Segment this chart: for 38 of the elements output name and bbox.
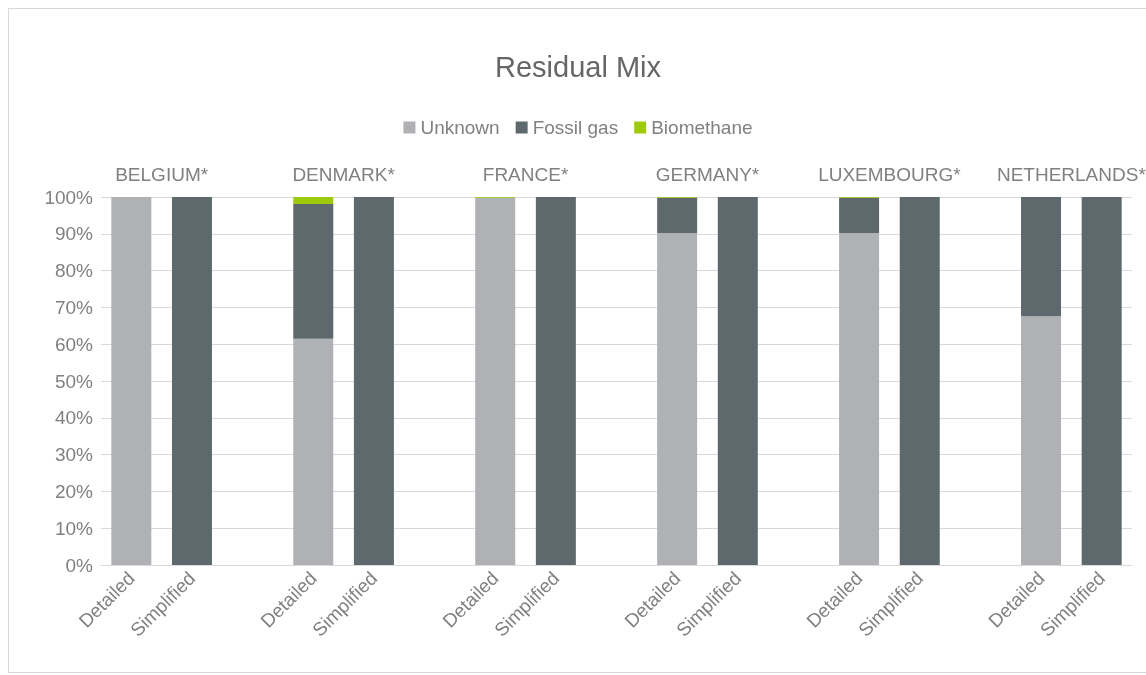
text: NETHERLANDS* [996,164,1146,185]
bar [293,338,334,565]
bar [1021,316,1062,565]
bar [293,197,334,204]
y-tick-label: 100% [44,186,94,208]
bar [171,197,212,565]
text: GERMANY* [655,164,760,185]
bar [899,197,940,565]
y-tick-label: 50% [54,370,94,392]
bar [657,233,698,565]
bar [293,203,334,339]
bar [657,197,698,234]
bar [111,197,152,565]
bar [475,197,516,565]
text: BELGIUM* [115,164,209,185]
y-tick-label: 20% [54,480,94,502]
y-tick-label: 70% [54,296,94,318]
y-tick-label: 60% [54,333,94,355]
y-tick-label: 90% [54,223,94,245]
legend-label: Fossil gas [532,117,619,138]
y-tick-label: 80% [54,260,94,282]
y-tick-label: 0% [65,554,94,576]
y-tick-label: 30% [54,444,94,466]
bar [839,233,880,565]
bar [839,197,880,234]
bar [353,197,394,565]
bar [1081,197,1122,565]
text: DENMARK* [292,164,396,185]
legend-label: Unknown [420,117,500,138]
chart-title: Residual Mix [495,50,662,83]
y-tick-label: 40% [54,407,94,429]
legend-label: Biomethane [651,117,753,138]
bar [717,197,758,565]
text: LUXEMBOURG* [818,164,962,185]
text: FRANCE* [482,164,569,185]
y-tick-label: 10% [54,517,94,539]
bar [1021,197,1062,317]
bar [535,197,576,565]
